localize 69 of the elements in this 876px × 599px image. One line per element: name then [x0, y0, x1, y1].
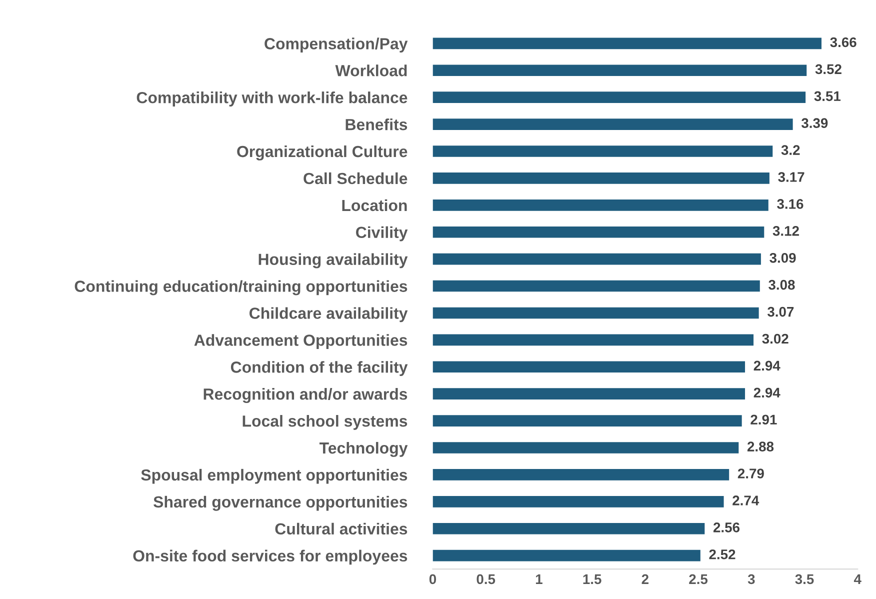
- x-tick-label: 2: [642, 574, 648, 584]
- data-label: 3.2: [781, 145, 800, 155]
- bar: [432, 496, 724, 508]
- data-label: 3.66: [830, 37, 856, 48]
- bar: [432, 442, 739, 454]
- y-tick-label: Continuing education/training opportunities: [74, 280, 408, 296]
- x-tick-label: 1.5: [583, 574, 602, 584]
- bar: [432, 280, 760, 292]
- data-label: 3.12: [772, 226, 799, 236]
- x-tick-label: 2.5: [689, 574, 708, 584]
- y-tick-label: Organizational Culture: [237, 145, 408, 160]
- bar: [432, 388, 746, 400]
- x-tick-label: 0: [429, 574, 436, 584]
- x-tick-label: 0.5: [476, 574, 496, 584]
- y-tick-label: Workload: [335, 64, 407, 76]
- bar: [432, 92, 806, 103]
- y-tick-label: Advancement Opportunities: [194, 334, 408, 350]
- data-label: 3.08: [768, 280, 795, 290]
- bar: [432, 118, 793, 130]
- data-label: 3.02: [762, 334, 788, 344]
- y-tick-label: Childcare availability: [250, 307, 408, 322]
- y-tick-label: Location: [342, 199, 407, 212]
- data-label: 2.94: [754, 388, 780, 398]
- y-tick-label: Housing availability: [258, 253, 408, 268]
- data-label: 3.51: [814, 91, 841, 102]
- data-label: 3.09: [770, 252, 796, 263]
- bar: [432, 64, 807, 76]
- data-label: 3.07: [767, 306, 794, 317]
- x-tick-label: 4: [854, 574, 862, 584]
- y-tick-label: Call Schedule: [304, 172, 408, 184]
- bar: [432, 199, 768, 211]
- y-tick-label: Cultural activities: [275, 522, 408, 535]
- y-tick-label: Compensation/Pay: [264, 38, 408, 53]
- data-label: 2.88: [747, 442, 774, 452]
- data-label: 2.74: [732, 496, 760, 506]
- data-label: 2.94: [754, 360, 780, 371]
- y-tick-label: Benefits: [346, 118, 408, 130]
- bar: [432, 415, 742, 426]
- bar: [432, 469, 730, 480]
- data-label: 3.52: [815, 64, 842, 74]
- bar: [432, 334, 754, 346]
- y-tick-label: Civility: [356, 226, 408, 242]
- bar: [432, 361, 746, 373]
- y-tick-label: Recognition and/or awards: [204, 388, 408, 404]
- data-label: 2.79: [738, 468, 764, 478]
- y-tick-label: Spousal employment opportunities: [141, 468, 408, 484]
- y-tick-label: Compatibility with work-life balance: [136, 92, 408, 106]
- y-tick-label: Shared governance opportunities: [154, 496, 408, 511]
- bar: [432, 38, 822, 50]
- bar: [432, 226, 764, 238]
- data-label: 3.17: [778, 172, 804, 182]
- y-tick-label: Technology: [319, 442, 408, 457]
- x-tick-label: 3.5: [795, 574, 814, 584]
- bar: [432, 550, 700, 562]
- bar: [432, 172, 770, 184]
- data-label: 2.56: [713, 522, 740, 532]
- y-tick-label: Local school systems: [242, 415, 408, 430]
- bar: [432, 522, 705, 534]
- data-label: 2.52: [709, 549, 736, 560]
- bar: [432, 146, 773, 157]
- y-tick-label: On-site food services for employees: [133, 550, 408, 565]
- bar: [432, 253, 761, 265]
- x-tick-label: 1: [536, 574, 542, 584]
- x-tick-label: 3: [748, 574, 755, 584]
- y-tick-label: Condition of the facility: [230, 361, 408, 376]
- data-label: 3.16: [777, 199, 804, 209]
- data-label: 3.39: [801, 118, 828, 128]
- bar: [432, 307, 759, 319]
- data-label: 2.91: [750, 414, 777, 425]
